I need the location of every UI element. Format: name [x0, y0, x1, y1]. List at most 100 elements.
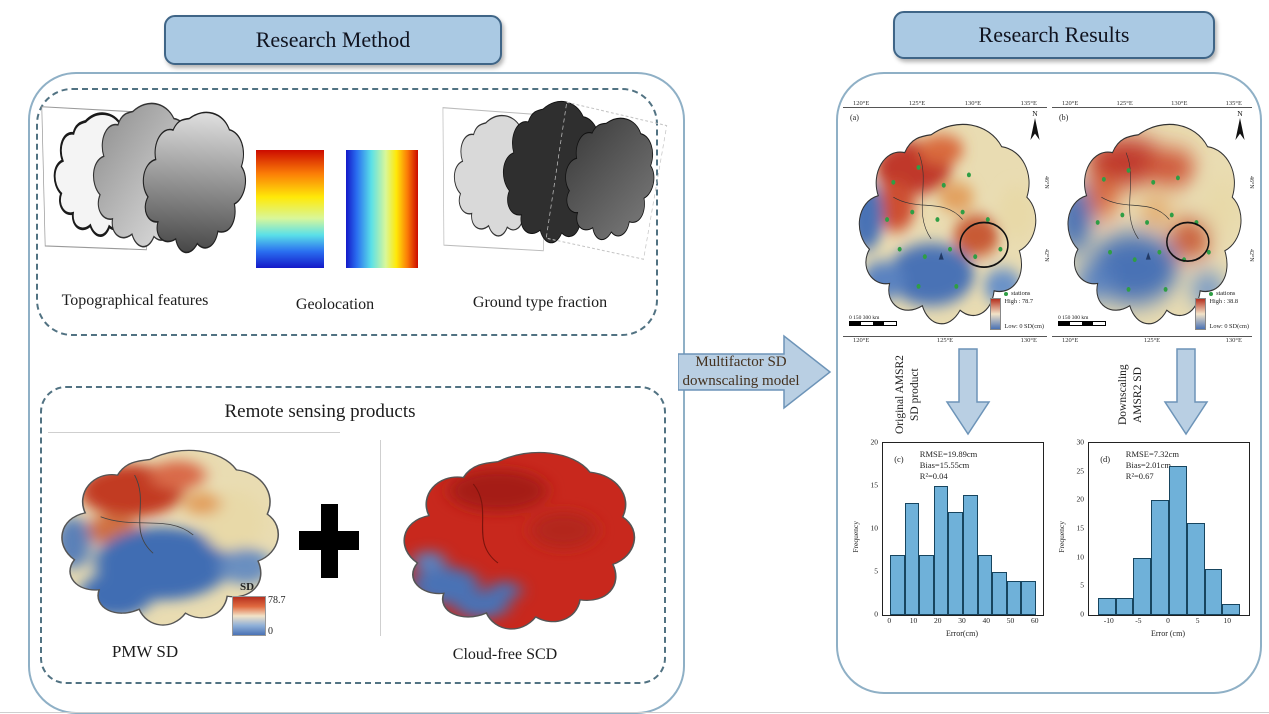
- tick-label: 125°E: [936, 337, 954, 344]
- histogram-bar: [1186, 523, 1205, 615]
- stat-rmse: RMSE=7.32cm: [1125, 449, 1179, 460]
- remote-sensing-title: Remote sensing products: [224, 401, 416, 422]
- map-a-panel-label: (a): [850, 113, 859, 122]
- y-axis-ticks: 0 5 10 15 20: [864, 438, 880, 619]
- scalebar-icon: [1058, 320, 1106, 326]
- ground-layer-3: [545, 101, 668, 260]
- tick-label: 130°E: [1171, 100, 1188, 107]
- map-a-legend: stations High : 78.7 Low: 0 SD(cm): [990, 290, 1044, 330]
- x-tick-label: 5: [1195, 616, 1200, 625]
- tick-label: 135°E: [1020, 100, 1037, 107]
- label-line2: AMSR2 SD: [1131, 367, 1144, 423]
- original-arrow-label: Original AMSR2 SD product: [893, 350, 941, 440]
- station-dot-icon: [1004, 291, 1009, 296]
- histogram-bar: [1021, 580, 1036, 615]
- downscaling-arrow-label: Downscaling AMSR2 SD: [1116, 350, 1164, 440]
- pmw-sd-map: [61, 449, 280, 626]
- map-a-body: (a) N 46°N 42°N stations High : 78.7 Low…: [843, 107, 1049, 337]
- map-downscaled-sd: 120°E 125°E 130°E 135°E: [1052, 100, 1254, 353]
- histogram-bar: [1097, 597, 1116, 615]
- plot-area: (c) RMSE=19.89cm Bias=15.55cm R²=0.04: [882, 442, 1044, 616]
- map-a-scalebar: 0 150 300 km: [849, 314, 897, 326]
- downscaling-model-arrow-label: Multifactor SD downscaling model: [682, 344, 800, 400]
- stat-rmse: RMSE=19.89cm: [919, 449, 978, 460]
- x-tick-label: -10: [1103, 616, 1114, 625]
- y-tick-label: 0: [874, 609, 878, 619]
- panel-divider: [380, 440, 381, 636]
- y-tick-label: 15: [1076, 523, 1085, 533]
- x-axis-ticks: 0 10 20 30 40 50 60: [882, 616, 1042, 626]
- histogram-bar: [904, 503, 920, 615]
- x-tick-label: 60: [1030, 616, 1039, 625]
- pmw-colorbar: [232, 596, 266, 636]
- cloud-free-scd-map: [403, 451, 636, 630]
- method-container: [28, 72, 685, 714]
- y-tick-label: 20: [1076, 494, 1085, 504]
- topographical-label: Topographical features: [61, 292, 209, 309]
- arrow-label-line1: Multifactor SD: [695, 353, 787, 370]
- x-tick-label: 40: [982, 616, 990, 625]
- scalebar-numbers: 0 150 300: [849, 314, 871, 321]
- y-tick-label: 5: [874, 566, 878, 576]
- research-results-title: Research Results: [978, 22, 1130, 47]
- pmw-sd-label: PMW SD: [111, 642, 179, 661]
- x-tick-label: 10: [909, 616, 918, 625]
- histogram-bar: [1151, 500, 1169, 615]
- station-dot-icon: [1209, 291, 1214, 296]
- legend-high: High : 38.8: [1209, 298, 1238, 305]
- tick-label: 120°E: [1062, 337, 1079, 344]
- scalebar-numbers: 0 150 300: [1058, 314, 1080, 321]
- x-tick-label: 50: [1006, 616, 1015, 625]
- x-axis-ticks: -10 -5 0 5 10: [1088, 616, 1248, 626]
- north-arrow-icon: N: [1235, 110, 1245, 141]
- pmw-colorbar-max: 78.7: [268, 595, 286, 606]
- scalebar-icon: [849, 320, 897, 326]
- map-a-colorbar: [990, 298, 1002, 330]
- y-tick-label: 25: [1076, 466, 1085, 476]
- geolocation-label: Geolocation: [295, 296, 375, 313]
- map-b-body: (b) N 46°N 42°N stations High : 38.8 Low…: [1052, 107, 1254, 337]
- y-tick-label: 5: [1080, 580, 1084, 590]
- y-tick-label: 20: [870, 437, 879, 447]
- cloud-free-scd-label: Cloud-free SCD: [452, 646, 558, 663]
- north-label: N: [1237, 109, 1243, 118]
- x-tick-label: -5: [1135, 616, 1142, 625]
- north-label: N: [1032, 109, 1038, 118]
- tick-label: 120°E: [853, 337, 870, 344]
- map-a-top-ticks: 120°E 125°E 130°E 135°E: [843, 100, 1047, 107]
- label-line2: SD product: [908, 368, 921, 422]
- original-down-arrow: [945, 348, 991, 436]
- map-a-bottom-ticks: 120°E 125°E 130°E: [843, 337, 1047, 344]
- stat-r2: R²=0.67: [1125, 471, 1154, 482]
- y-axis-label: Frequency: [1057, 521, 1066, 553]
- tick-label: 130°E: [1020, 337, 1037, 344]
- plus-icon: [299, 504, 359, 578]
- x-tick-label: 0: [887, 616, 892, 625]
- legend-low: Low: 0 SD(cm): [1004, 323, 1044, 330]
- map-b-lat-tick-1: 46°N: [1248, 176, 1254, 190]
- latitude-ramp: [256, 150, 324, 268]
- plot-area: (d) RMSE=7.32cm Bias=2.01cm R²=0.67: [1088, 442, 1250, 616]
- map-b-bottom-ticks: 120°E 125°E 130°E: [1052, 337, 1252, 344]
- histogram-bar: [1169, 465, 1187, 615]
- pmw-colorbar-min: 0: [268, 626, 273, 637]
- histogram-bar: [977, 554, 993, 615]
- topo-layer-slope: [137, 107, 251, 258]
- map-a-lat-tick-1: 46°N: [1043, 176, 1049, 190]
- y-tick-label: 15: [870, 480, 879, 490]
- tick-label: 125°E: [908, 100, 926, 107]
- label-line1: Downscaling: [1117, 364, 1129, 426]
- stat-bias: Bias=2.01cm: [1125, 460, 1171, 471]
- scalebar-unit: km: [1081, 314, 1089, 321]
- x-axis-label: Error (cm): [1151, 629, 1185, 638]
- legend-high: High : 78.7: [1004, 298, 1033, 305]
- map-b-graphic: [1067, 123, 1242, 325]
- tick-label: 125°E: [1116, 100, 1133, 107]
- x-tick-label: 20: [934, 616, 942, 625]
- panel-label: (c): [894, 454, 904, 465]
- remote-sensing-box: [40, 386, 666, 684]
- histogram-bar: [948, 511, 963, 615]
- x-tick-label: 30: [958, 616, 966, 625]
- map-b-scalebar: 0 150 300 km: [1058, 314, 1106, 326]
